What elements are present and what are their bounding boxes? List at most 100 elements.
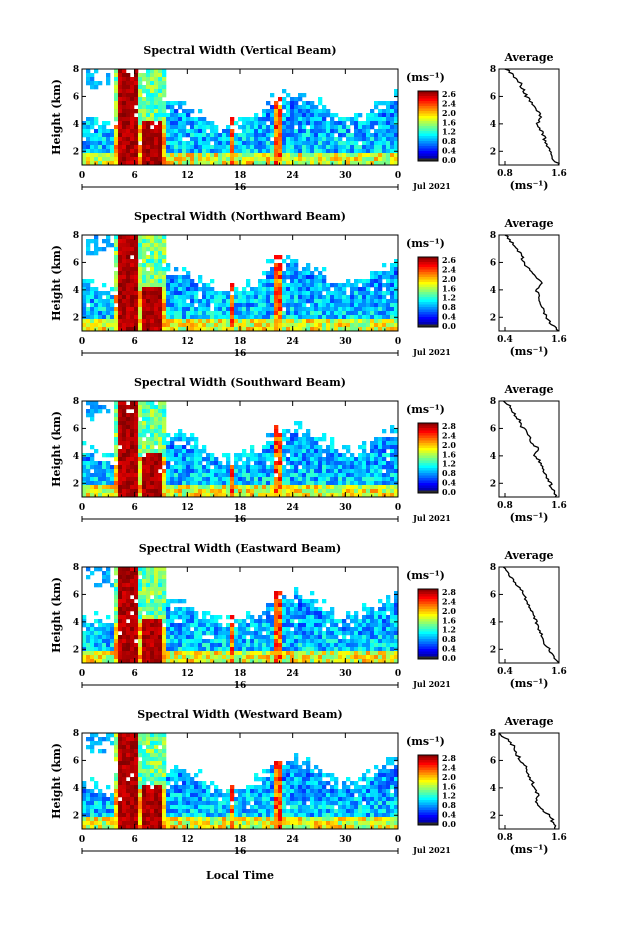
heatmap-cell	[118, 129, 123, 134]
heatmap-cell	[310, 457, 315, 462]
heatmap-cell	[294, 615, 299, 620]
heatmap-cell	[386, 485, 391, 490]
heatmap-cell	[130, 109, 135, 114]
heatmap-cell	[394, 129, 399, 134]
heatmap-cell	[366, 291, 371, 296]
heatmap-cell	[286, 485, 291, 490]
heatmap-cell	[266, 113, 271, 118]
heatmap-cell	[370, 477, 375, 482]
heatmap-cell	[174, 153, 179, 158]
heatmap-cell	[254, 655, 259, 660]
heatmap-cell	[366, 157, 371, 162]
heatmap-cell	[354, 295, 359, 300]
heatmap-cell	[218, 149, 223, 154]
heatmap-cell	[98, 635, 103, 640]
heatmap-cell	[126, 121, 131, 126]
panel-3: Spectral Width (Eastward Beam)Height (km…	[50, 542, 567, 691]
heatmap-cell	[370, 145, 375, 150]
heatmap-cell	[314, 457, 319, 462]
heatmap-cell	[346, 493, 351, 498]
heatmap-cell	[302, 611, 307, 616]
heatmap-cell	[322, 307, 327, 312]
heatmap-cell	[138, 263, 143, 268]
heatmap-cell	[126, 489, 131, 494]
heatmap-cell	[242, 639, 247, 644]
heatmap-cell	[122, 255, 127, 260]
heatmap-cell	[230, 489, 235, 494]
heatmap-cell	[330, 607, 335, 612]
heatmap-cell	[302, 323, 307, 328]
profile-x-tick-label: 0.8	[497, 169, 513, 179]
heatmap-cell	[354, 481, 359, 486]
heatmap-cell	[130, 311, 135, 316]
heatmap-cell	[170, 639, 175, 644]
heatmap-cell	[222, 307, 227, 312]
heatmap-cell	[162, 457, 167, 462]
heatmap-cell	[314, 611, 319, 616]
heatmap-cell	[218, 481, 223, 486]
heatmap-cell	[134, 303, 139, 308]
heatmap-cell	[162, 121, 167, 126]
heatmap-cell	[382, 125, 387, 130]
heatmap-cell	[154, 635, 159, 640]
heatmap-cell	[342, 469, 347, 474]
heatmap-cell	[162, 473, 167, 478]
heatmap-cell	[190, 315, 195, 320]
heatmap-cell	[230, 635, 235, 640]
heatmap-cell	[290, 161, 295, 166]
heatmap-cell	[306, 647, 311, 652]
heatmap-cell	[330, 137, 335, 142]
heatmap-cell	[318, 311, 323, 316]
heatmap-cell	[218, 639, 223, 644]
heatmap-cell	[262, 655, 267, 660]
heatmap-cell	[122, 433, 127, 438]
heatmap-cell	[310, 319, 315, 324]
heatmap-cell	[134, 275, 139, 280]
y-tick-label: 4	[73, 452, 79, 462]
y-tick-label: 2	[73, 147, 79, 157]
heatmap-cell	[286, 477, 291, 482]
heatmap-cell	[86, 295, 91, 300]
heatmap-cell	[134, 153, 139, 158]
heatmap-cell	[230, 481, 235, 486]
heatmap-cell	[190, 437, 195, 442]
heatmap-cell	[126, 643, 131, 648]
heatmap-cell	[146, 73, 151, 78]
heatmap-cell	[150, 145, 155, 150]
heatmap-cell	[158, 81, 163, 86]
heatmap-cell	[226, 493, 231, 498]
heatmap-cell	[134, 125, 139, 130]
heatmap-cell	[158, 141, 163, 146]
heatmap-cell	[350, 465, 355, 470]
heatmap-cell	[114, 485, 119, 490]
heatmap-cell	[106, 77, 111, 82]
heatmap-cell	[342, 157, 347, 162]
heatmap-cell	[170, 643, 175, 648]
heatmap-cell	[350, 145, 355, 150]
heatmap-cell	[254, 623, 259, 628]
heatmap-cell	[122, 567, 127, 572]
heatmap-cell	[390, 473, 395, 478]
heatmap-cell	[146, 631, 151, 636]
heatmap-cell	[322, 311, 327, 316]
heatmap-cell	[258, 623, 263, 628]
profile-x-tick-label: 1.6	[551, 335, 567, 345]
heatmap-cell	[206, 133, 211, 138]
heatmap-cell	[134, 571, 139, 576]
heatmap-cell	[166, 473, 171, 478]
heatmap-cell	[274, 161, 279, 166]
heatmap-cell	[178, 327, 183, 332]
heatmap-cell	[378, 291, 383, 296]
colorbar-tick-label: 0.4	[442, 312, 456, 322]
heatmap-cell	[302, 437, 307, 442]
heatmap-cell	[126, 125, 131, 130]
heatmap-cell	[258, 315, 263, 320]
heatmap-cell	[386, 307, 391, 312]
heatmap-cell	[150, 153, 155, 158]
heatmap-cell	[130, 453, 135, 458]
heatmap-cell	[114, 77, 119, 82]
heatmap-cell	[90, 315, 95, 320]
heatmap-cell	[298, 149, 303, 154]
heatmap-cell	[226, 141, 231, 146]
heatmap-cell	[98, 583, 103, 588]
